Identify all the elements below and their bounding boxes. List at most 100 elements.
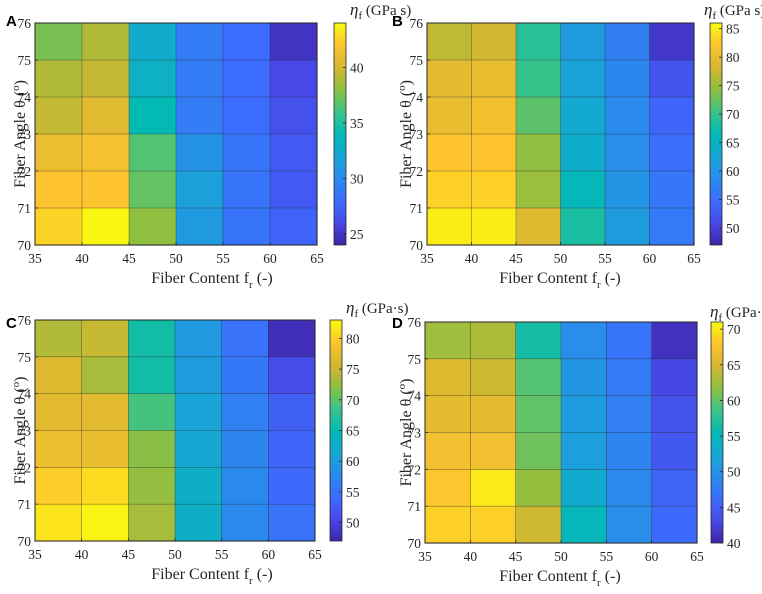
- x-tick-label: 50: [554, 549, 568, 564]
- panel-a: 35 40 45 50 55 60 65 76 75 74 73 72 71 70 Fiber Conten…: [6, 0, 411, 291]
- colorbar-title-symbol: η: [350, 0, 358, 19]
- panel-letter: D: [392, 315, 403, 332]
- panel-letter: C: [6, 315, 17, 332]
- x-tick-label: 50: [168, 547, 182, 562]
- heatmap-cell: [649, 22, 695, 61]
- colorbar: [709, 22, 723, 246]
- heatmap-cell: [174, 467, 223, 505]
- heatmap-cell: [81, 356, 129, 395]
- heatmap-cell: [81, 59, 130, 98]
- colorbar-tick-label: 50: [346, 516, 360, 531]
- heatmap-cell: [424, 321, 471, 360]
- colorbar-tick-label: 50: [727, 465, 741, 480]
- y-tick-label: 76: [408, 315, 422, 330]
- heatmap-cell: [175, 59, 224, 98]
- x-tick-label: 45: [509, 251, 523, 266]
- heatmap-cell: [81, 430, 129, 468]
- heatmap-cell: [81, 22, 130, 61]
- panel-letter: B: [392, 13, 403, 30]
- x-tick-label: 50: [169, 251, 183, 266]
- y-axis-label: Fiber Angle θ (o): [10, 80, 29, 188]
- heatmap-cell: [426, 59, 473, 98]
- x-tick-label: 35: [28, 547, 42, 562]
- heatmap-cell: [269, 96, 318, 135]
- x-tick-label: 45: [122, 547, 136, 562]
- y-axis-label-sup: o: [396, 383, 408, 389]
- colorbar-tick-label: 30: [350, 171, 364, 186]
- colorbar-title: ηf (GPa·s): [710, 302, 762, 324]
- heatmap-cell: [424, 469, 471, 507]
- colorbar-title-unit: (GPa s): [362, 3, 411, 19]
- colorbar-tick-label: 45: [727, 500, 741, 515]
- panel-letter: A: [6, 13, 17, 30]
- heatmap-cell: [560, 321, 607, 360]
- x-tick-label: 55: [598, 251, 612, 266]
- heatmap-cell: [175, 207, 224, 246]
- heatmap-cell: [606, 358, 653, 397]
- heatmap-cell: [515, 133, 562, 172]
- heatmap-cell: [81, 319, 129, 358]
- y-tick-label: 75: [18, 350, 32, 365]
- heatmap-cell: [470, 395, 517, 434]
- heatmap-cell: [34, 170, 83, 209]
- y-tick-label: 76: [410, 16, 424, 31]
- heatmap-cell: [34, 430, 83, 468]
- heatmap-cell: [471, 207, 517, 246]
- y-tick-label: 76: [18, 16, 32, 31]
- heatmap-cell: [81, 503, 129, 542]
- x-axis-label-main: Fiber Content f: [499, 568, 597, 585]
- y-axis-label-suffix: ): [398, 379, 415, 384]
- x-axis-label-main: Fiber Content f: [151, 566, 249, 583]
- x-tick-label: 35: [28, 251, 42, 266]
- heatmap-cell: [268, 393, 316, 432]
- heatmap-cells: [426, 22, 695, 246]
- heatmap-cell: [81, 393, 129, 432]
- x-axis-label-suffix: (-): [601, 568, 621, 585]
- y-tick-label: 74: [18, 90, 32, 105]
- heatmap-cell: [515, 59, 562, 98]
- colorbar-title-sub: f: [354, 308, 358, 320]
- x-tick-label: 55: [215, 547, 229, 562]
- heatmap-cell: [221, 503, 269, 542]
- heatmap-cell: [649, 133, 695, 172]
- heatmap-cell: [174, 356, 223, 395]
- heatmap-cell: [606, 469, 653, 507]
- colorbar-tick-label: 65: [726, 136, 740, 151]
- x-axis-label-sub: r: [249, 279, 253, 291]
- heatmap-cell: [470, 469, 517, 507]
- heatmap-cell: [651, 469, 698, 507]
- y-tick-label: 76: [18, 313, 32, 328]
- heatmap-cell: [426, 207, 473, 246]
- colorbar-title-sub: f: [358, 10, 362, 22]
- panel-d: 35 40 45 50 55 60 65 76 75 74 73 72 71 70 Fiber Conten…: [392, 302, 762, 589]
- colorbar-tick-label: 75: [346, 362, 360, 377]
- heatmap-cell: [649, 96, 695, 135]
- y-tick-label: 70: [408, 536, 422, 551]
- x-tick-label: 65: [690, 549, 704, 564]
- heatmap-cell: [34, 503, 83, 542]
- heatmap-cell: [174, 319, 223, 358]
- heatmap-cell: [515, 432, 562, 470]
- y-tick-label: 73: [408, 426, 422, 441]
- heatmap-cell: [269, 22, 318, 61]
- y-tick-label: 72: [18, 164, 32, 179]
- heatmap-cell: [222, 59, 271, 98]
- heatmap-cell: [175, 96, 224, 135]
- y-axis-label-suffix: ): [12, 80, 29, 85]
- x-tick-label: 35: [420, 251, 434, 266]
- x-tick-label: 60: [643, 251, 657, 266]
- y-tick-label: 74: [410, 90, 424, 105]
- y-tick-label: 71: [18, 201, 32, 216]
- heatmap-cell: [606, 395, 653, 434]
- heatmap-cell: [221, 467, 269, 505]
- colorbar-title-unit: (GPa s): [716, 3, 762, 19]
- heatmap-cell: [515, 22, 562, 61]
- heatmap-cell: [515, 469, 562, 507]
- x-tick-label: 45: [509, 549, 523, 564]
- y-tick-label: 75: [408, 352, 422, 367]
- heatmap-cell: [604, 59, 651, 98]
- x-axis-label-main: Fiber Content f: [499, 270, 597, 287]
- heatmap-cell: [560, 59, 606, 98]
- heatmap-cell: [81, 96, 130, 135]
- heatmap-cell: [606, 321, 653, 360]
